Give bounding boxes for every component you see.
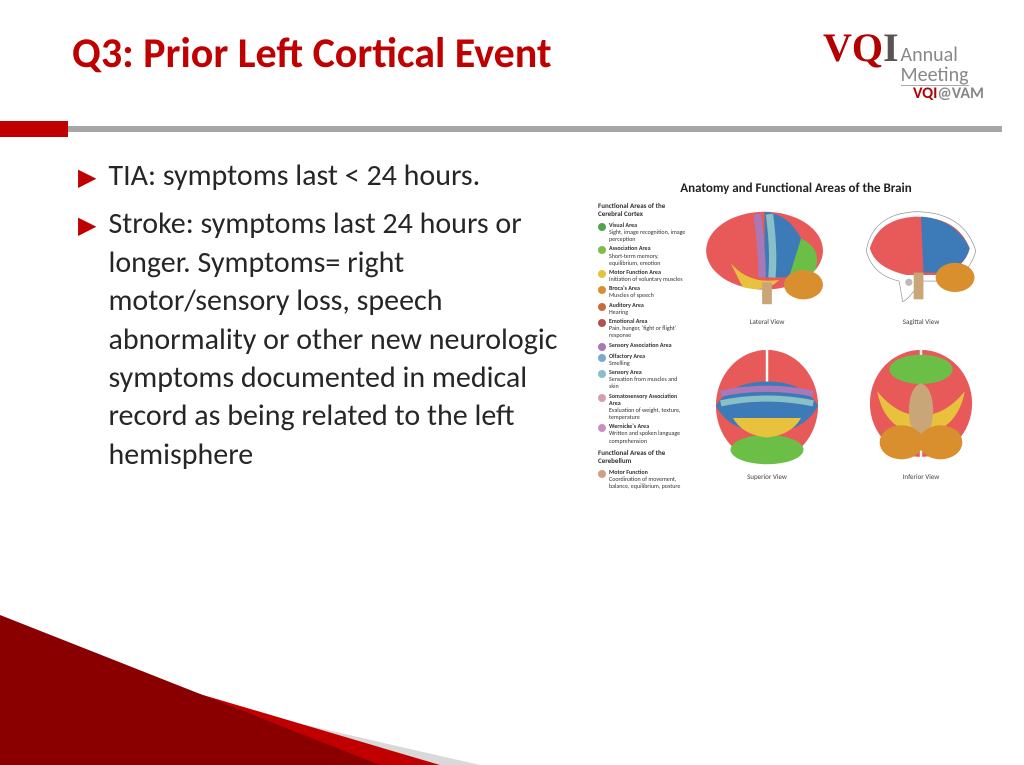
slide-title: Q3: Prior Left Cortical Event <box>72 28 552 79</box>
brain-view-sagittal: Sagittal View <box>848 202 994 337</box>
legend-text: Sensory Association Area <box>609 342 688 349</box>
bullet-list: ▶ TIA: symptoms last < 24 hours. ▶ Strok… <box>78 157 588 492</box>
legend-item: Auditory AreaHearing <box>598 302 688 316</box>
legend-item: Broca's AreaMuscles of speech <box>598 285 688 299</box>
legend-text: Broca's AreaMuscles of speech <box>609 285 688 299</box>
logo-subtitle: VQI@VAM <box>913 84 984 103</box>
legend-text: Motor Function AreaInitiation of volunta… <box>609 269 688 283</box>
brain-view-superior: Superior View <box>694 345 840 492</box>
bullet-marker-icon: ▶ <box>78 211 96 474</box>
bullet-item: ▶ TIA: symptoms last < 24 hours. <box>78 157 588 195</box>
slide-header: Q3: Prior Left Cortical Event VQI Annual… <box>0 0 1024 103</box>
legend-item: Sensory Association Area <box>598 342 688 351</box>
legend-text: Visual AreaSight, image recognition, ima… <box>609 222 688 244</box>
legend-color-dot <box>598 424 606 432</box>
legend-color-dot <box>598 319 606 327</box>
legend-item: Wernicke's AreaWritten and spoken langua… <box>598 423 688 445</box>
legend-text: Association AreaShort-term memory, equil… <box>609 245 688 267</box>
divider-red-icon <box>0 121 68 137</box>
logo-letter-i: I <box>883 25 899 70</box>
brain-sagittal-icon <box>848 202 994 312</box>
legend-text: Auditory AreaHearing <box>609 302 688 316</box>
bullet-item: ▶ Stroke: symptoms last 24 hours or long… <box>78 205 588 474</box>
legend-color-dot <box>598 470 606 478</box>
divider-gray-line <box>68 126 1002 132</box>
legend-item: Visual AreaSight, image recognition, ima… <box>598 222 688 244</box>
legend-item: Motor FunctionCoordination of movement, … <box>598 469 688 491</box>
legend-color-dot <box>598 394 606 402</box>
brain-views-grid: Lateral View Sagittal View <box>694 202 994 492</box>
slide-content: ▶ TIA: symptoms last < 24 hours. ▶ Strok… <box>0 137 1024 492</box>
legend-item: Sensory AreaSensation from muscles and s… <box>598 369 688 391</box>
legend-text: Motor FunctionCoordination of movement, … <box>609 469 688 491</box>
bullet-text: Stroke: symptoms last 24 hours or longer… <box>108 205 588 474</box>
figure-title: Anatomy and Functional Areas of the Brai… <box>598 181 994 196</box>
brain-view-lateral: Lateral View <box>694 202 840 337</box>
legend-color-dot <box>598 343 606 351</box>
view-label: Lateral View <box>694 317 840 326</box>
divider <box>0 121 1024 137</box>
vqi-logo: VQI Annual Meeting VQI@VAM <box>823 24 984 103</box>
legend-color-dot <box>598 370 606 378</box>
legend-heading: Functional Areas of the Cerebral Cortex <box>598 202 688 219</box>
brain-view-inferior: Inferior View <box>848 345 994 492</box>
legend-item: Emotional AreaPain, hunger, 'fight or fl… <box>598 318 688 340</box>
brain-lateral-icon <box>694 202 840 312</box>
bullet-text: TIA: symptoms last < 24 hours. <box>108 157 480 195</box>
legend-color-dot <box>598 303 606 311</box>
legend-text: Olfactory AreaSmelling <box>609 353 688 367</box>
bullet-marker-icon: ▶ <box>78 163 96 195</box>
legend-color-dot <box>598 223 606 231</box>
legend-item: Somatosensory Association AreaEvaluation… <box>598 393 688 422</box>
legend-color-dot <box>598 246 606 254</box>
legend-item: Olfactory AreaSmelling <box>598 353 688 367</box>
brain-inferior-icon <box>848 345 994 467</box>
view-label: Inferior View <box>848 472 994 481</box>
legend-text: Sensory AreaSensation from muscles and s… <box>609 369 688 391</box>
view-label: Superior View <box>694 472 840 481</box>
logo-annual-meeting: Annual Meeting <box>901 45 969 86</box>
legend-heading: Functional Areas of the Cerebellum <box>598 449 688 466</box>
logo-letter-v: V <box>823 25 852 70</box>
figure-legend: Functional Areas of the Cerebral Cortex … <box>598 202 688 492</box>
brain-superior-icon <box>694 345 840 467</box>
logo-letter-q: Q <box>852 25 883 70</box>
brain-anatomy-figure: Anatomy and Functional Areas of the Brai… <box>598 181 994 492</box>
legend-text: Somatosensory Association AreaEvaluation… <box>609 393 688 422</box>
legend-color-dot <box>598 286 606 294</box>
view-label: Sagittal View <box>848 317 994 326</box>
legend-text: Wernicke's AreaWritten and spoken langua… <box>609 423 688 445</box>
legend-item: Motor Function AreaInitiation of volunta… <box>598 269 688 283</box>
corner-accent-icon <box>0 615 480 765</box>
legend-color-dot <box>598 270 606 278</box>
legend-text: Emotional AreaPain, hunger, 'fight or fl… <box>609 318 688 340</box>
legend-item: Association AreaShort-term memory, equil… <box>598 245 688 267</box>
legend-color-dot <box>598 354 606 362</box>
